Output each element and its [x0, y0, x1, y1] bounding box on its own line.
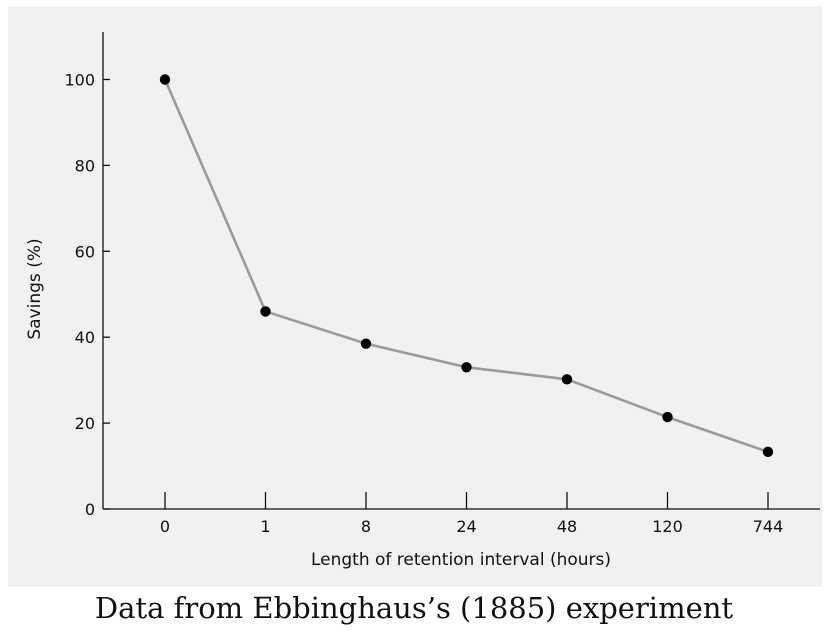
x-tick-label: 1 — [260, 517, 270, 536]
x-tick-label: 48 — [557, 517, 577, 536]
y-axis-label: Savings (%) — [25, 238, 45, 339]
data-point — [461, 362, 472, 373]
data-points — [159, 74, 774, 458]
axes — [102, 32, 820, 510]
x-tick-label: 8 — [361, 517, 371, 536]
data-point — [159, 74, 171, 85]
series-line-savings — [163, 78, 769, 454]
y-tick-label: 0 — [85, 500, 95, 519]
x-tick-label: 120 — [652, 517, 683, 536]
data-point — [260, 306, 271, 317]
figure-caption: Data from Ebbinghaus’s (1885) experiment — [94, 591, 734, 625]
x-axis-label: Length of retention interval (hours) — [311, 550, 611, 570]
y-tick-label: 100 — [64, 71, 95, 90]
data-point — [762, 446, 774, 458]
y-tick-label: 40 — [75, 328, 95, 347]
x-tick-label: 744 — [753, 517, 784, 536]
x-tick-label: 24 — [456, 517, 476, 536]
data-point — [561, 374, 573, 385]
x-ticks: 0 1 8 24 48 120 744 — [160, 492, 783, 536]
data-point — [662, 411, 673, 423]
data-point — [360, 338, 372, 349]
plot-panel — [8, 6, 822, 587]
y-tick-label: 80 — [75, 156, 95, 175]
y-ticks: 0 20 40 60 80 100 — [64, 71, 110, 519]
x-tick-label: 0 — [160, 517, 170, 536]
y-tick-label: 20 — [75, 414, 95, 433]
y-tick-label: 60 — [75, 242, 95, 261]
